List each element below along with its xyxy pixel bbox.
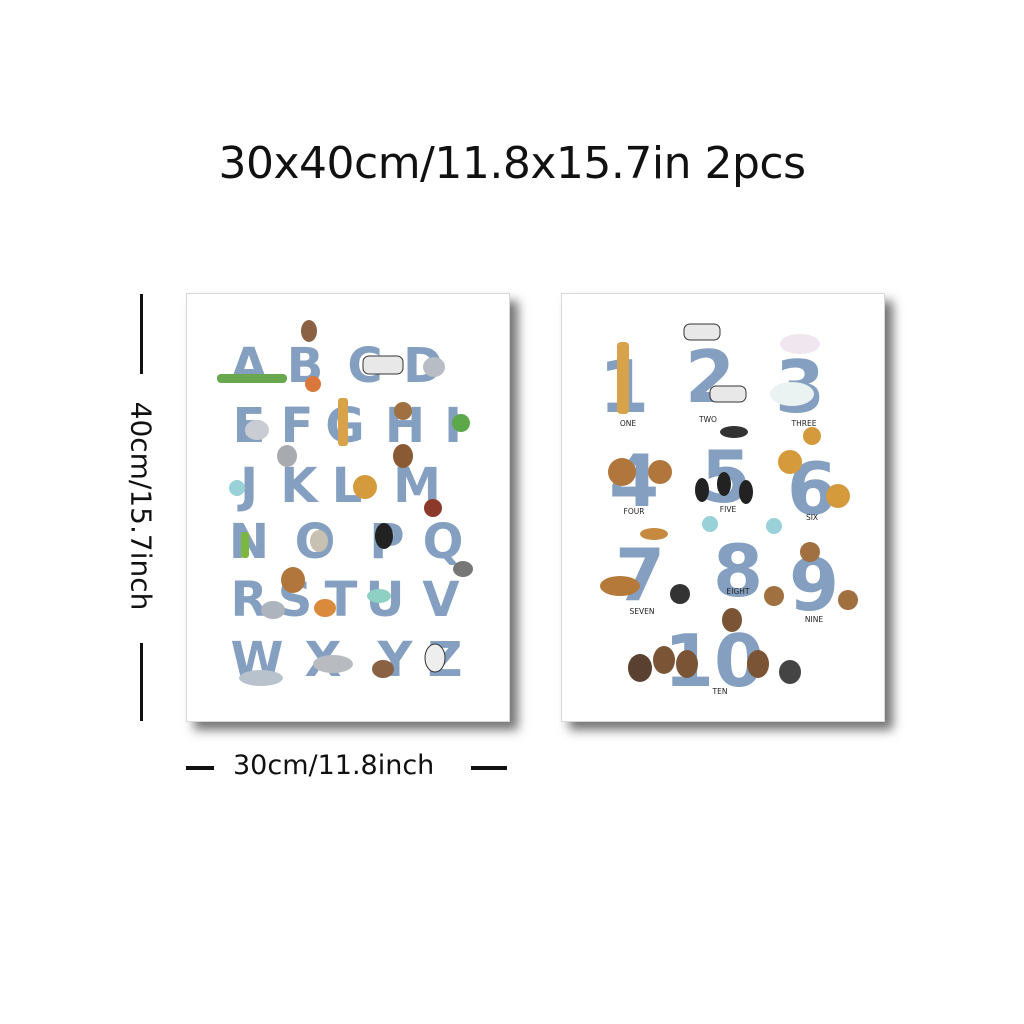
penguin-illustration	[695, 478, 709, 502]
whale-illustration	[239, 670, 283, 686]
elephant-illustration	[245, 420, 269, 440]
tiger-illustration	[314, 599, 336, 617]
sloth-illustration-2	[648, 460, 672, 484]
number-word-eight: EIGHT	[727, 587, 750, 596]
bear-illustration	[301, 320, 317, 342]
cow-illustration	[362, 355, 404, 375]
sloth-illustration	[281, 567, 305, 593]
unicorn-illustration-2	[770, 382, 814, 406]
jellyfish-illustration	[702, 516, 718, 532]
fish-illustration	[313, 655, 353, 673]
hedgehog-illustration-2	[764, 586, 784, 606]
lion-illustration	[353, 475, 377, 499]
number-word-four: FOUR	[624, 507, 645, 516]
jellyfish-illustration	[229, 480, 245, 496]
number-word-six: SIX	[806, 513, 818, 522]
bear-illustration-4	[722, 608, 742, 632]
yak-illustration	[372, 660, 394, 678]
owl-illustration	[424, 499, 442, 517]
giraffe-illustration	[338, 398, 348, 446]
pelican-illustration	[453, 561, 473, 577]
letter-y: Y	[377, 632, 414, 688]
bear-illustration-5	[747, 650, 769, 678]
number-word-one: ONE	[620, 419, 637, 428]
rhino-illustration	[261, 601, 285, 619]
bear-illustration-3	[676, 650, 698, 678]
fox-illustration	[305, 376, 321, 392]
letter-a: A	[230, 338, 267, 394]
numbers-artwork: 12345678910 ONETWOTHREEFOURFIVESIXSEVENE…	[599, 323, 858, 703]
gecko-illustration	[241, 532, 249, 558]
height-dimension-label: 40cm/15.7inch	[124, 401, 158, 611]
dog-illustration-3	[670, 584, 690, 604]
letter-t: T	[325, 572, 358, 628]
number-word-nine: NINE	[805, 615, 823, 624]
bear-illustration	[628, 654, 652, 682]
crocodile-illustration	[217, 374, 287, 383]
ostrich-illustration	[310, 530, 328, 552]
width-dimension-label: 30cm/11.8inch	[233, 750, 435, 781]
numeral-7: 7	[615, 533, 665, 617]
dog-illustration-2	[640, 528, 668, 540]
hedgehog-illustration	[800, 542, 820, 562]
giraffe-illustration	[617, 342, 629, 414]
alphabet-artwork: ABCDEFGHIJKLMNOPQRSTUVWXYZ	[217, 320, 473, 688]
unicorn-illustration	[367, 589, 391, 603]
letter-f: F	[281, 398, 314, 454]
hedgehog-illustration	[394, 402, 412, 420]
number-word-three: THREE	[791, 419, 817, 428]
numbers-poster: 12345678910 ONETWOTHREEFOURFIVESIXSEVENE…	[561, 293, 885, 722]
lion-illustration	[778, 450, 802, 474]
number-word-seven: SEVEN	[630, 607, 655, 616]
lion-illustration-2	[826, 484, 850, 508]
letter-r: R	[231, 572, 268, 628]
zebra-illustration	[424, 643, 446, 673]
numeral-2: 2	[685, 335, 735, 419]
lion-illustration-3	[803, 427, 821, 445]
dog-illustration	[423, 357, 445, 377]
height-line-bottom	[140, 643, 143, 721]
number-word-two: TWO	[698, 415, 717, 424]
bear-illustration-6	[779, 660, 801, 684]
animal-illustrations	[600, 323, 858, 684]
koala-illustration	[277, 445, 297, 467]
dog-illustration	[600, 576, 640, 596]
width-line-right	[471, 766, 507, 770]
animal-illustrations	[217, 320, 473, 686]
sloth-illustration	[608, 458, 636, 486]
penguin-illustration	[375, 523, 393, 549]
penguin-illustration-2	[717, 472, 731, 496]
letter-k: K	[280, 458, 319, 514]
cow-illustration	[683, 323, 721, 341]
iguana-illustration	[452, 414, 470, 432]
letter-j: J	[237, 458, 258, 514]
unicorn-illustration	[780, 334, 820, 354]
letter-q: Q	[423, 514, 464, 570]
number-word-ten: TEN	[712, 687, 728, 696]
numeral-8: 8	[713, 529, 763, 613]
hedgehog-illustration-3	[838, 590, 858, 610]
penguin-illustration-3	[739, 480, 753, 504]
jellyfish-illustration-2	[766, 518, 782, 534]
height-line-top	[140, 294, 143, 374]
page-title: 30x40cm/11.8x15.7in 2pcs	[218, 138, 806, 189]
penguin-illustration-4	[720, 426, 748, 438]
alphabet-poster: ABCDEFGHIJKLMNOPQRSTUVWXYZ	[186, 293, 510, 722]
number-word-five: FIVE	[720, 505, 737, 514]
monkey-illustration	[393, 444, 413, 468]
width-line-left	[186, 766, 214, 770]
letter-v: V	[422, 572, 459, 628]
bear-illustration-2	[653, 646, 675, 674]
cow-illustration-2	[709, 385, 747, 403]
